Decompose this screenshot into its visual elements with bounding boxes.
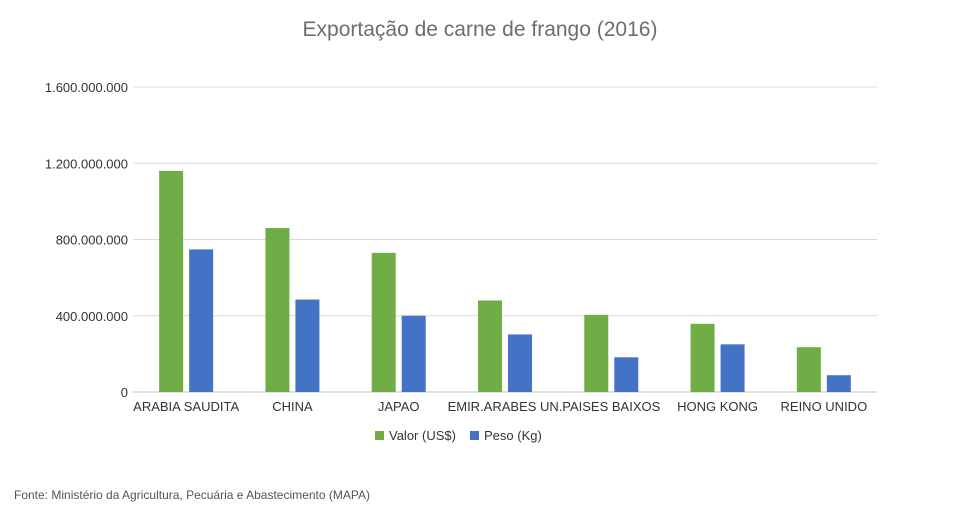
bar-peso-6 xyxy=(720,344,745,392)
source-note: Fonte: Ministério da Agricultura, Pecuár… xyxy=(14,488,370,502)
x-category-label: JAPAO xyxy=(378,399,420,414)
bar-peso-2 xyxy=(295,299,320,392)
bar-peso-3 xyxy=(401,315,426,392)
bar-valor-4 xyxy=(478,300,502,392)
bar-peso-1 xyxy=(189,249,214,392)
y-tick-label: 800.000.000 xyxy=(56,233,128,248)
legend-swatch-valor xyxy=(375,431,384,440)
x-category-label: PAISES BAIXOS xyxy=(562,399,660,414)
bar-peso-5 xyxy=(614,357,639,392)
bar-valor-3 xyxy=(371,252,396,392)
bars xyxy=(159,170,851,392)
y-tick-label: 1.200.000.000 xyxy=(45,156,128,171)
x-category-label: EMIR.ARABES UN. xyxy=(448,399,563,414)
bar-peso-7 xyxy=(826,375,851,392)
bar-peso-4 xyxy=(508,334,532,392)
x-category-label: HONG KONG xyxy=(677,399,758,414)
legend: Valor (US$) Peso (Kg) xyxy=(375,428,542,443)
bar-valor-2 xyxy=(265,228,290,392)
y-axis-ticks: 0 400.000.000 800.000.000 1.200.000.000 1.60… xyxy=(45,80,128,400)
x-category-label: ARABIA SAUDITA xyxy=(133,399,239,414)
chart-title: Exportação de carne de frango (2016) xyxy=(302,18,658,41)
bar-valor-1 xyxy=(159,170,184,392)
bar-valor-5 xyxy=(584,314,609,392)
gridlines xyxy=(133,86,877,393)
y-tick-label: 0 xyxy=(121,385,128,400)
y-tick-label: 1.600.000.000 xyxy=(45,80,128,95)
bar-valor-6 xyxy=(690,323,715,392)
x-axis-categories: ARABIA SAUDITA CHINA JAPAO EMIR.ARABES UN. P… xyxy=(133,399,867,414)
x-category-label: REINO UNIDO xyxy=(781,399,868,414)
x-category-label: CHINA xyxy=(272,399,313,414)
legend-label-valor: Valor (US$) xyxy=(389,428,456,443)
legend-label-peso: Peso (Kg) xyxy=(484,428,542,443)
legend-swatch-peso xyxy=(470,431,479,440)
y-tick-label: 400.000.000 xyxy=(56,309,128,324)
bar-valor-7 xyxy=(796,347,821,392)
